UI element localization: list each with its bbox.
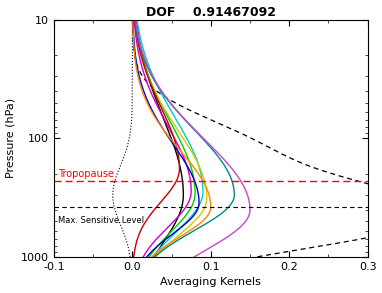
Y-axis label: Pressure (hPa): Pressure (hPa) [6, 98, 16, 178]
Text: Max. Sensitive Level: Max. Sensitive Level [58, 216, 144, 225]
Title: DOF    0.91467092: DOF 0.91467092 [146, 6, 276, 18]
X-axis label: Averaging Kernels: Averaging Kernels [160, 277, 261, 287]
Text: Tropopause: Tropopause [58, 169, 114, 179]
